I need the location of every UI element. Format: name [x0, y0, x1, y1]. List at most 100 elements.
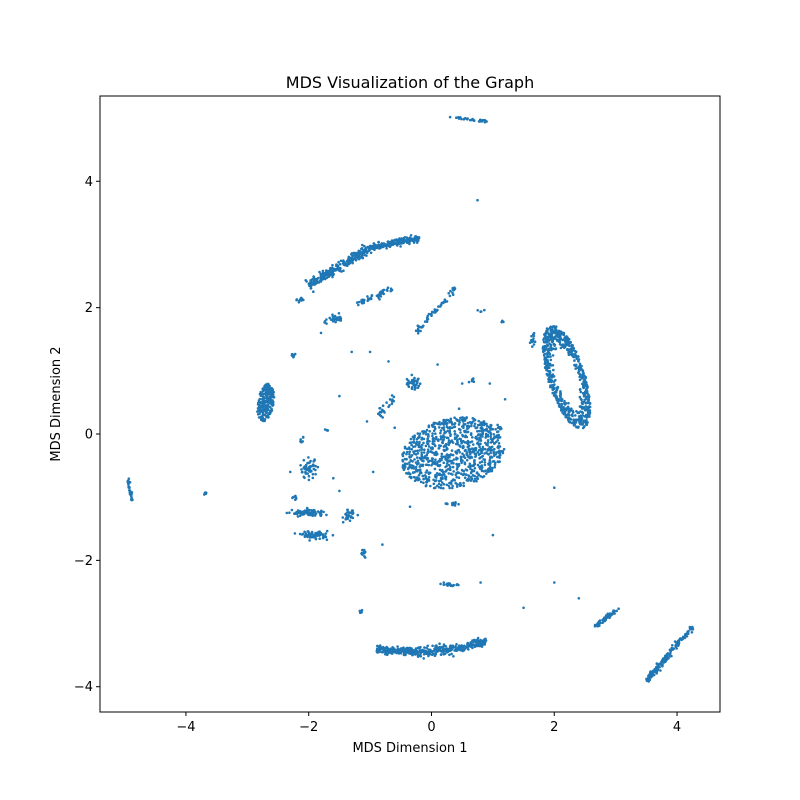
scatter-point: [422, 437, 426, 441]
scatter-point: [381, 245, 385, 249]
scatter-point: [350, 350, 354, 354]
scatter-point: [424, 433, 428, 436]
scatter-point: [414, 449, 417, 453]
scatter-point: [486, 470, 490, 474]
scatter-point: [452, 583, 456, 587]
scatter-point: [471, 436, 474, 439]
scatter-point: [564, 413, 567, 416]
scatter-point: [549, 328, 552, 332]
scatter-point: [491, 533, 495, 537]
scatter-point: [472, 443, 475, 446]
scatter-point: [475, 479, 478, 483]
scatter-point: [304, 472, 308, 475]
scatter-point: [314, 468, 317, 472]
scatter-point: [381, 416, 385, 419]
scatter-point: [297, 300, 301, 304]
scatter-point: [460, 382, 464, 385]
scatter-point: [453, 478, 457, 482]
scatter-point: [652, 673, 656, 677]
scatter-point: [425, 480, 428, 484]
scatter-point: [378, 413, 382, 417]
scatter-point: [472, 450, 476, 454]
scatter-point: [583, 420, 586, 424]
scatter-point: [445, 483, 449, 487]
scatter-point: [469, 644, 472, 648]
y-tick-label: −4: [74, 680, 93, 695]
scatter-point: [450, 439, 454, 442]
scatter-point: [470, 421, 473, 425]
scatter-point: [403, 445, 407, 449]
scatter-point: [464, 117, 467, 120]
scatter-point: [447, 443, 451, 447]
scatter-point: [452, 462, 455, 465]
scatter-point: [314, 533, 318, 537]
scatter-point: [445, 300, 449, 303]
scatter-point: [660, 659, 664, 662]
scatter-point: [293, 532, 297, 535]
scatter-point: [649, 670, 652, 673]
scatter-point: [392, 399, 396, 403]
scatter-point: [265, 407, 269, 411]
scatter-point: [574, 414, 577, 417]
scatter-point: [477, 473, 480, 476]
scatter-point: [657, 665, 661, 669]
scatter-point: [440, 470, 444, 473]
scatter-point: [266, 392, 270, 396]
scatter-point: [549, 343, 553, 347]
scatter-point: [462, 416, 466, 420]
scatter-point: [585, 387, 589, 390]
scatter-point: [437, 444, 441, 447]
scatter-point: [270, 403, 273, 406]
scatter-point: [555, 386, 559, 390]
scatter-point: [426, 644, 430, 648]
scatter-point: [410, 454, 414, 457]
x-tick-label: 2: [550, 720, 558, 735]
scatter-point: [479, 421, 483, 425]
scatter-point: [566, 405, 570, 409]
scatter-point: [437, 486, 441, 489]
scatter-point: [358, 255, 362, 259]
scatter-point: [339, 266, 342, 270]
scatter-point: [408, 452, 411, 456]
scatter-point: [462, 422, 466, 426]
scatter-point: [448, 486, 452, 490]
scatter-point: [346, 515, 350, 519]
scatter-point: [429, 650, 433, 654]
scatter-point: [317, 533, 321, 537]
scatter-point: [322, 510, 325, 514]
scatter-point: [364, 250, 367, 253]
scatter-point: [259, 409, 262, 413]
scatter-point: [458, 421, 461, 424]
scatter-point: [325, 513, 328, 517]
scatter-point: [584, 391, 588, 395]
scatter-point: [303, 530, 306, 534]
scatter-point: [360, 247, 364, 250]
scatter-point: [349, 257, 353, 261]
scatter-point: [486, 441, 490, 444]
scatter-point: [407, 379, 410, 383]
scatter-point: [550, 378, 553, 382]
scatter-point: [261, 414, 265, 417]
scatter-point: [379, 292, 382, 296]
scatter-point: [430, 310, 434, 314]
scatter-point: [439, 305, 442, 308]
scatter-point: [423, 646, 426, 649]
scatter-point: [268, 384, 271, 388]
scatter-point: [465, 452, 469, 456]
scatter-point: [426, 317, 430, 321]
scatter-point: [431, 434, 434, 438]
scatter-point: [449, 644, 452, 647]
scatter-point: [451, 644, 455, 648]
scatter-point: [586, 411, 590, 414]
scatter-point: [431, 442, 435, 446]
scatter-point: [399, 651, 402, 654]
scatter-point: [423, 474, 427, 477]
scatter-point: [396, 647, 400, 651]
scatter-point: [353, 257, 356, 261]
scatter-point: [438, 642, 441, 645]
scatter-point: [271, 393, 274, 396]
scatter-point: [545, 327, 549, 330]
scatter-point: [425, 469, 429, 472]
scatter-point: [434, 432, 437, 436]
scatter-point: [290, 508, 294, 512]
